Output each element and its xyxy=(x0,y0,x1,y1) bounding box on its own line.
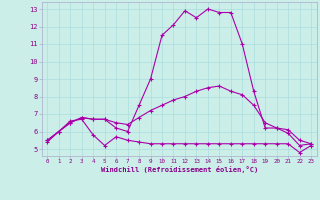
X-axis label: Windchill (Refroidissement éolien,°C): Windchill (Refroidissement éolien,°C) xyxy=(100,166,258,173)
